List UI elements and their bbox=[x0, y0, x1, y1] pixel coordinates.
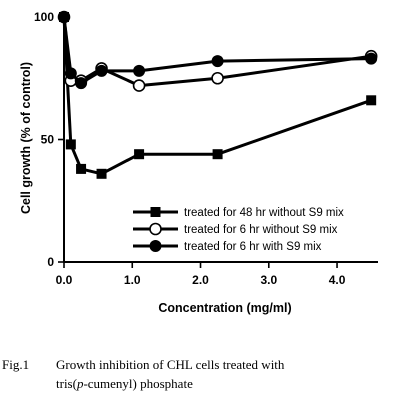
series-1 bbox=[59, 12, 377, 179]
caption-line-1: Fig.1 Growth inhibition of CHL cells trea… bbox=[2, 355, 402, 374]
legend-entry-2: treated for 6 hr without S9 mix bbox=[133, 222, 338, 236]
x-tick-label: 3.0 bbox=[260, 273, 277, 287]
series-3-point bbox=[133, 64, 146, 77]
caption-figure-label: Fig.1 bbox=[2, 357, 30, 372]
series-3-point bbox=[64, 67, 77, 80]
series-1-point bbox=[134, 149, 145, 160]
x-axis: 0.0 1.0 2.0 3.0 4.0 Concentration (mg/ml) bbox=[56, 261, 378, 315]
series-2-point bbox=[132, 79, 146, 92]
figure-caption: Fig.1 Growth inhibition of CHL cells trea… bbox=[2, 355, 402, 393]
series-2 bbox=[57, 10, 378, 92]
y-tick-label: 50 bbox=[41, 133, 55, 147]
series-3-point bbox=[211, 55, 224, 68]
y-axis: 0 50 100 Cell growth (% of control) bbox=[19, 10, 65, 269]
y-ticks: 0 50 100 bbox=[34, 10, 64, 269]
legend-label: treated for 48 hr without S9 mix bbox=[184, 207, 344, 219]
series-1-point bbox=[96, 168, 107, 179]
legend-label: treated for 6 hr without S9 mix bbox=[184, 224, 338, 236]
y-tick-label: 100 bbox=[34, 10, 54, 24]
legend-marker bbox=[150, 207, 161, 217]
y-axis-title: Cell growth (% of control) bbox=[19, 62, 33, 214]
series-3-point bbox=[95, 64, 108, 77]
series-3-point bbox=[75, 77, 88, 90]
caption-text-1: Growth inhibition of CHL cells treated w… bbox=[56, 357, 285, 372]
x-axis-title: Concentration (mg/ml) bbox=[158, 301, 291, 315]
y-tick-label: 0 bbox=[47, 255, 54, 269]
caption-text-2b: p bbox=[76, 376, 84, 391]
caption-text-2c: -cumenyl) phosphate bbox=[83, 376, 193, 391]
legend-entry-3: treated for 6 hr with S9 mix bbox=[133, 240, 322, 253]
series-3-point bbox=[365, 52, 378, 65]
x-tick-label: 4.0 bbox=[329, 273, 346, 287]
x-tick-label: 0.0 bbox=[56, 273, 73, 287]
x-tick-label: 2.0 bbox=[192, 273, 209, 287]
series-1-point bbox=[65, 139, 76, 150]
caption-text-2a: tris( bbox=[56, 376, 77, 391]
series-3-point bbox=[58, 11, 70, 23]
x-tick-label: 1.0 bbox=[124, 273, 141, 287]
chart: 0 50 100 Cell growth (% of control) 0.0 1.0… bbox=[19, 10, 378, 315]
series-layer bbox=[57, 10, 378, 179]
legend-marker bbox=[149, 240, 162, 252]
series-1-point bbox=[76, 163, 87, 174]
series-2-point bbox=[211, 71, 224, 85]
legend-entry-1: treated for 48 hr without S9 mix bbox=[133, 207, 344, 219]
series-1-point bbox=[212, 149, 223, 160]
x-ticks: 0.0 1.0 2.0 3.0 4.0 bbox=[56, 262, 346, 287]
series-1-point bbox=[366, 95, 377, 106]
series-3 bbox=[58, 11, 378, 90]
caption-line-2: tris(p-cumenyl) phosphate bbox=[2, 374, 402, 393]
legend-marker bbox=[149, 222, 162, 236]
legend: treated for 48 hr without S9 mix treated … bbox=[133, 207, 344, 253]
legend-label: treated for 6 hr with S9 mix bbox=[184, 241, 322, 253]
